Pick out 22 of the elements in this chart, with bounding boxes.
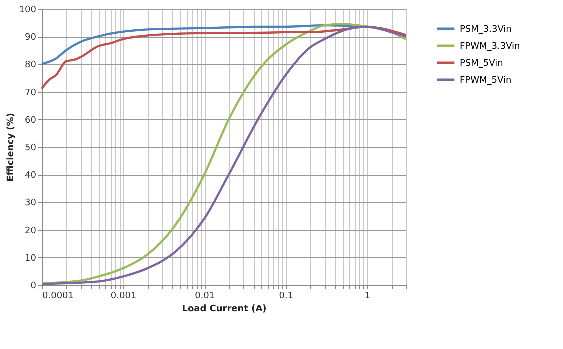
y-tick-label: 100 [19,6,37,16]
y-tick-label: 30 [25,198,37,209]
y-tick-label: 50 [25,144,37,154]
x-axis-title: Load Current (A) [182,304,267,314]
y-tick-label: 70 [25,88,37,98]
y-tick-label: 60 [25,116,37,126]
y-tick-label: 0 [30,282,37,292]
y-tick-label: 80 [25,60,37,71]
y-tick-label: 20 [25,226,37,236]
legend-label: PSM_5Vin [460,59,504,69]
y-axis-title: Efficiency (%) [6,113,16,182]
x-tick-label: 0.1 [279,292,294,302]
y-tick-label: 10 [25,254,37,264]
legend-label: FPWM_3.3Vin [460,42,520,52]
y-tick-label: 40 [25,171,37,182]
x-tick-label: 1 [364,292,371,302]
x-tick-label: 0.0001 [42,292,74,302]
y-tick-label: 90 [25,33,37,44]
x-tick-label: 0.01 [195,292,216,302]
legend-label: PSM_3.3Vin [460,25,512,35]
x-tick-label: 0.001 [110,292,137,302]
legend-label: FPWM_5Vin [460,76,512,86]
